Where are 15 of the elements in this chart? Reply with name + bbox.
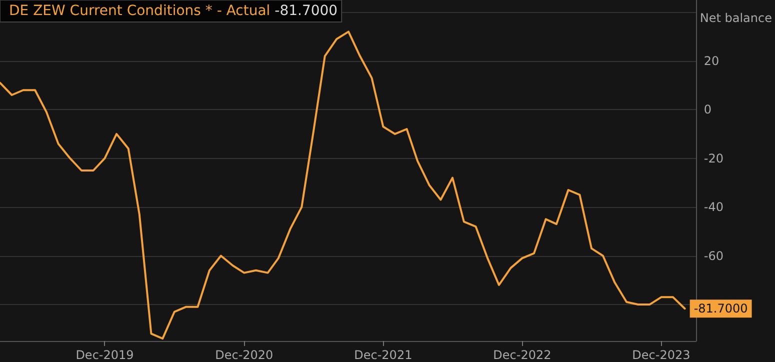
x-tick-label: Dec-2019 xyxy=(76,348,134,362)
x-tick-label: Dec-2020 xyxy=(215,348,274,362)
x-tick-label: Dec-2023 xyxy=(632,348,690,362)
text: DE ZEW Current Conditions * - Actual xyxy=(9,3,275,19)
line-series xyxy=(0,30,686,340)
x-tick-label: Dec-2022 xyxy=(493,348,552,362)
x-tick-label: Dec-2021 xyxy=(354,348,412,362)
y-tick-label: -60 xyxy=(704,248,724,263)
data-label: -81.7000 xyxy=(694,302,748,316)
text: -81.7000 xyxy=(274,3,338,19)
y-tick-label: -40 xyxy=(704,200,724,214)
y-axis-title: Net balance xyxy=(700,11,772,25)
y-tick-label: 20 xyxy=(704,54,720,68)
y-tick-label: 0 xyxy=(704,102,712,117)
y-tick-label: -20 xyxy=(704,151,724,166)
